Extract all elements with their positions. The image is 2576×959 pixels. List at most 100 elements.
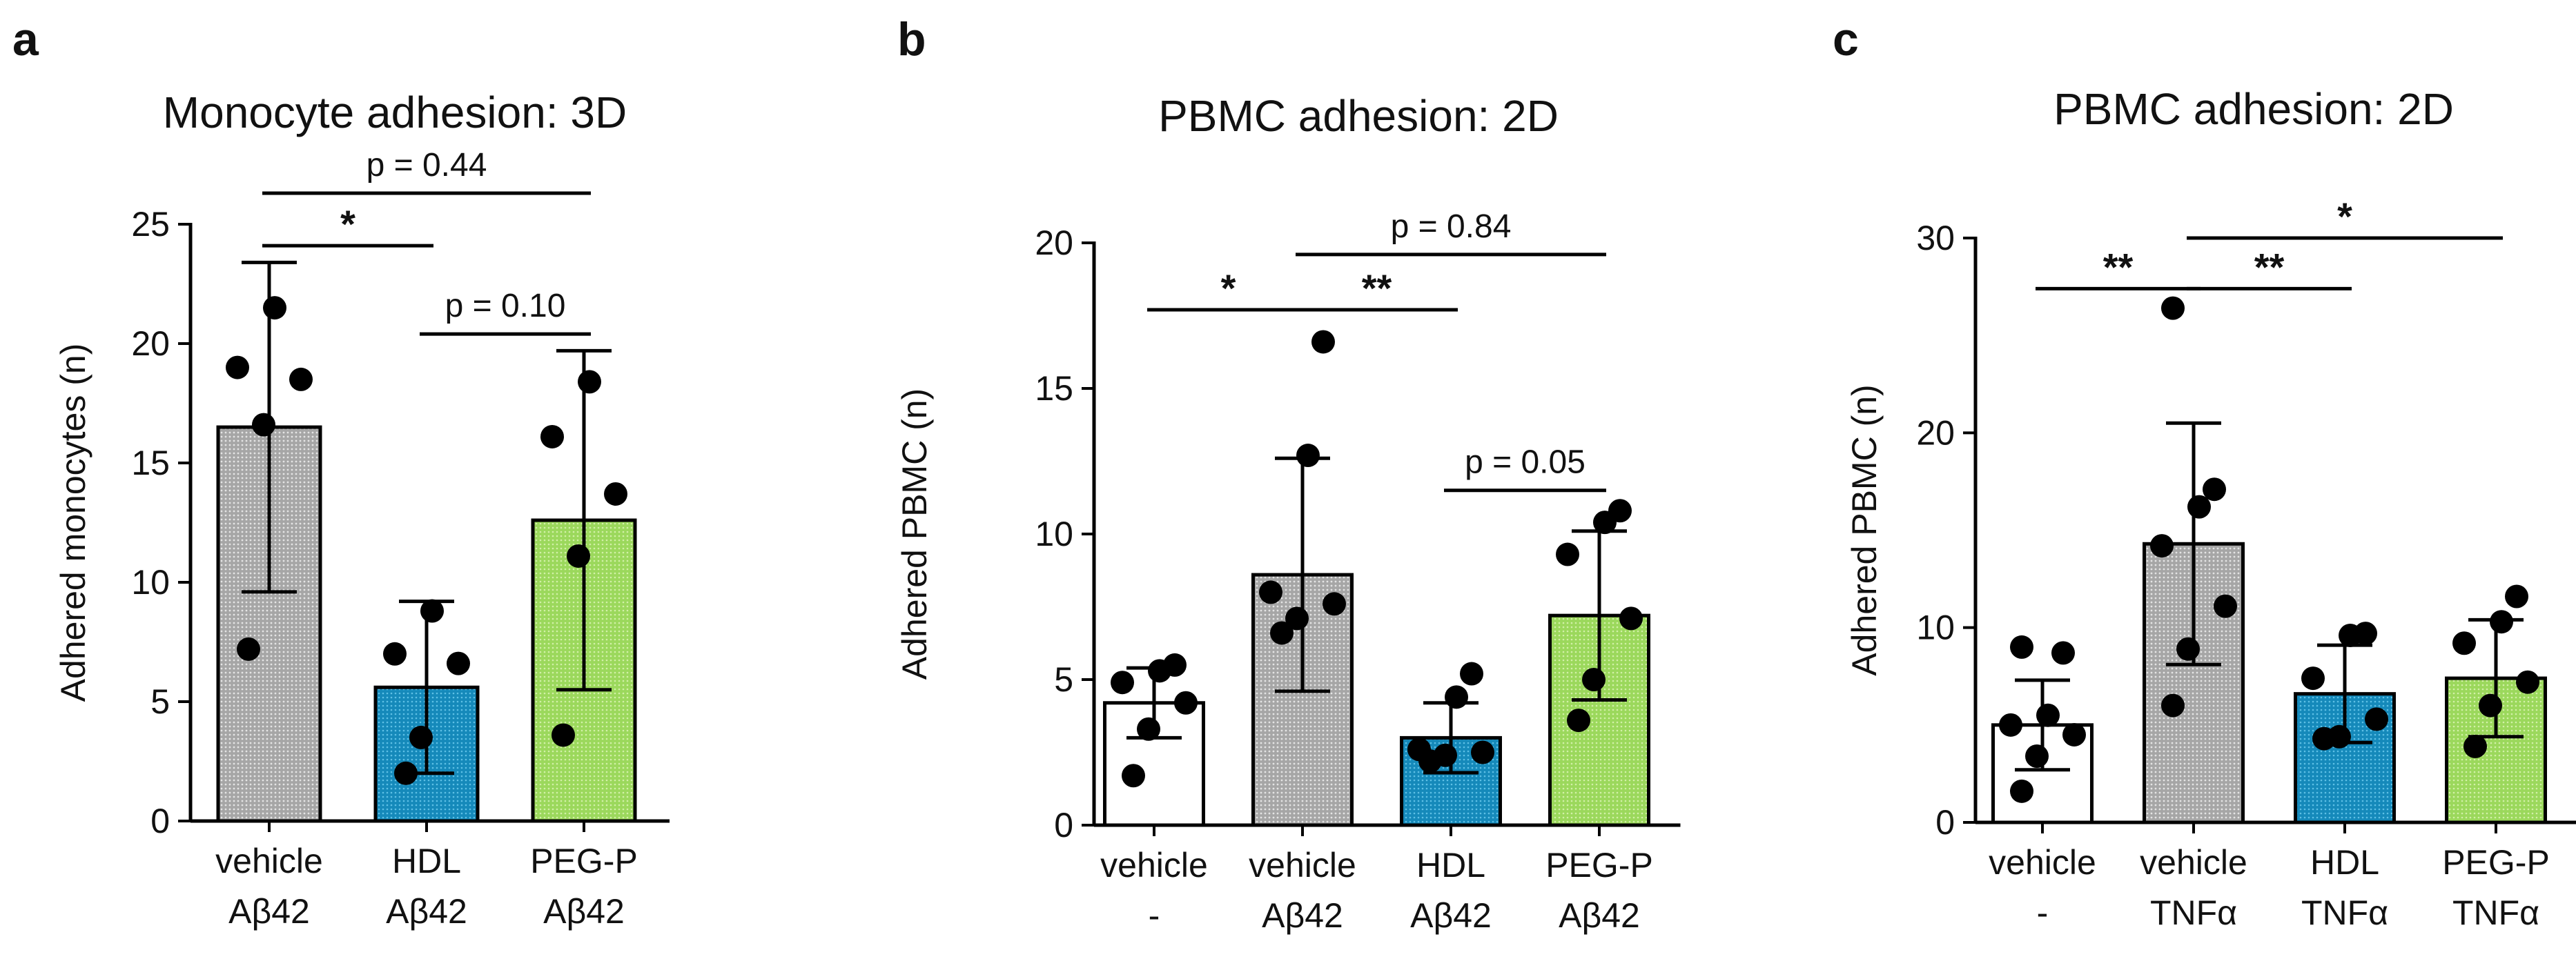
data-point xyxy=(394,761,418,785)
y-axis-label: Adhered PBMC (n) xyxy=(895,388,934,680)
data-point xyxy=(1323,592,1346,616)
significance-label: ** xyxy=(1362,266,1392,310)
data-point xyxy=(2328,724,2351,749)
data-point xyxy=(263,296,286,320)
y-tick-label: 20 xyxy=(1916,413,1955,452)
data-point xyxy=(1311,330,1335,354)
data-point xyxy=(2010,779,2033,803)
chart-title: Monocyte adhesion: 3D xyxy=(163,88,627,137)
y-tick-label: 15 xyxy=(131,444,170,482)
x-tick-label-line1: vehicle xyxy=(1249,846,1356,884)
x-tick-label-line1: PEG-P xyxy=(2442,843,2550,882)
y-tick-label: 0 xyxy=(1935,803,1955,842)
x-tick-label-line1: PEG-P xyxy=(530,842,638,880)
data-point xyxy=(226,355,249,379)
data-point xyxy=(1999,713,2022,737)
y-tick-label: 0 xyxy=(1054,806,1073,844)
x-tick-label-line1: HDL xyxy=(392,842,461,880)
data-point xyxy=(1619,606,1643,631)
p-value-label: p = 0.44 xyxy=(367,147,487,184)
data-point xyxy=(2187,495,2211,519)
data-point xyxy=(1259,580,1282,604)
x-tick-label-line2: TNFα xyxy=(2452,893,2539,932)
data-point xyxy=(1163,653,1187,677)
y-axis-label: Adhered monocytes (n) xyxy=(54,344,92,702)
data-point xyxy=(2036,703,2060,727)
data-point xyxy=(2354,622,2377,646)
y-tick-label: 30 xyxy=(1916,219,1955,257)
data-point xyxy=(420,599,444,623)
y-tick-label: 20 xyxy=(1035,224,1073,262)
significance-label: * xyxy=(1221,266,1236,310)
x-tick-label-line2: TNFα xyxy=(2150,893,2237,932)
panel-letter: a xyxy=(12,13,39,66)
data-point xyxy=(447,651,470,675)
significance-label: * xyxy=(2337,195,2352,238)
x-tick-label-line2: Aβ42 xyxy=(1262,896,1343,935)
data-point xyxy=(1471,740,1494,764)
significance-label: ** xyxy=(2254,245,2285,288)
data-point xyxy=(237,637,260,661)
x-tick-label-line1: vehicle xyxy=(1100,846,1208,884)
data-point xyxy=(2452,631,2476,655)
data-point xyxy=(1174,691,1198,715)
data-point xyxy=(2150,534,2174,558)
x-tick-label-line1: vehicle xyxy=(215,842,323,880)
data-point xyxy=(1556,542,1579,566)
data-point xyxy=(2010,635,2033,659)
data-point xyxy=(2505,584,2528,609)
data-point xyxy=(2176,637,2200,661)
data-point xyxy=(1567,709,1590,733)
data-point xyxy=(289,367,313,391)
data-point xyxy=(2025,744,2049,769)
data-point xyxy=(409,725,433,749)
y-tick-label: 0 xyxy=(150,802,170,840)
x-tick-label-line1: HDL xyxy=(1416,846,1485,884)
data-point xyxy=(1270,621,1294,645)
y-tick-label: 5 xyxy=(1054,660,1073,699)
data-point xyxy=(2479,693,2502,718)
data-point xyxy=(2214,594,2237,618)
y-tick-label: 15 xyxy=(1035,369,1073,408)
data-point xyxy=(2516,670,2539,694)
x-tick-label-line2: - xyxy=(1149,896,1160,935)
y-tick-label: 10 xyxy=(1035,515,1073,553)
x-tick-label-line2: Aβ42 xyxy=(1410,896,1492,935)
data-point xyxy=(1608,499,1632,523)
x-tick-label-line2: Aβ42 xyxy=(543,892,625,931)
chart-title: PBMC adhesion: 2D xyxy=(1158,91,1559,141)
panel-a: a Monocyte adhesion: 3D Adhered monocytes … xyxy=(12,13,670,931)
data-point xyxy=(1407,738,1431,762)
data-point xyxy=(2161,296,2185,320)
data-point xyxy=(2463,734,2487,758)
x-tick-label-line1: vehicle xyxy=(1989,843,2096,882)
y-tick-label: 20 xyxy=(131,324,170,363)
p-value-label: p = 0.05 xyxy=(1465,444,1585,481)
data-point xyxy=(2301,666,2325,691)
data-point xyxy=(1137,717,1160,741)
x-tick-label-line2: TNFα xyxy=(2301,893,2388,932)
panel-letter: c xyxy=(1833,13,1859,66)
data-point xyxy=(252,413,275,437)
data-point xyxy=(2051,641,2075,665)
y-tick-label: 25 xyxy=(131,205,170,244)
data-point xyxy=(1445,685,1468,709)
p-value-label: p = 0.10 xyxy=(445,288,566,324)
data-point xyxy=(2062,722,2086,747)
data-point xyxy=(1460,662,1483,686)
p-value-label: p = 0.84 xyxy=(1391,208,1512,245)
data-point xyxy=(567,544,590,568)
data-point xyxy=(1285,606,1309,631)
significance-label: * xyxy=(340,202,355,246)
x-tick-label-line2: Aβ42 xyxy=(1559,896,1640,935)
data-point xyxy=(1434,743,1457,767)
panel-b: b PBMC adhesion: 2D Adhered PBMC (n) vehicl… xyxy=(895,13,1681,935)
y-tick-label: 10 xyxy=(1916,609,1955,647)
data-point xyxy=(1111,671,1134,695)
data-point xyxy=(2203,477,2226,502)
x-tick-label-line1: HDL xyxy=(2310,843,2379,882)
data-point xyxy=(578,370,601,394)
data-point xyxy=(604,482,627,506)
y-tick-label: 5 xyxy=(150,682,170,721)
x-tick-label-line2: Aβ42 xyxy=(386,892,467,931)
